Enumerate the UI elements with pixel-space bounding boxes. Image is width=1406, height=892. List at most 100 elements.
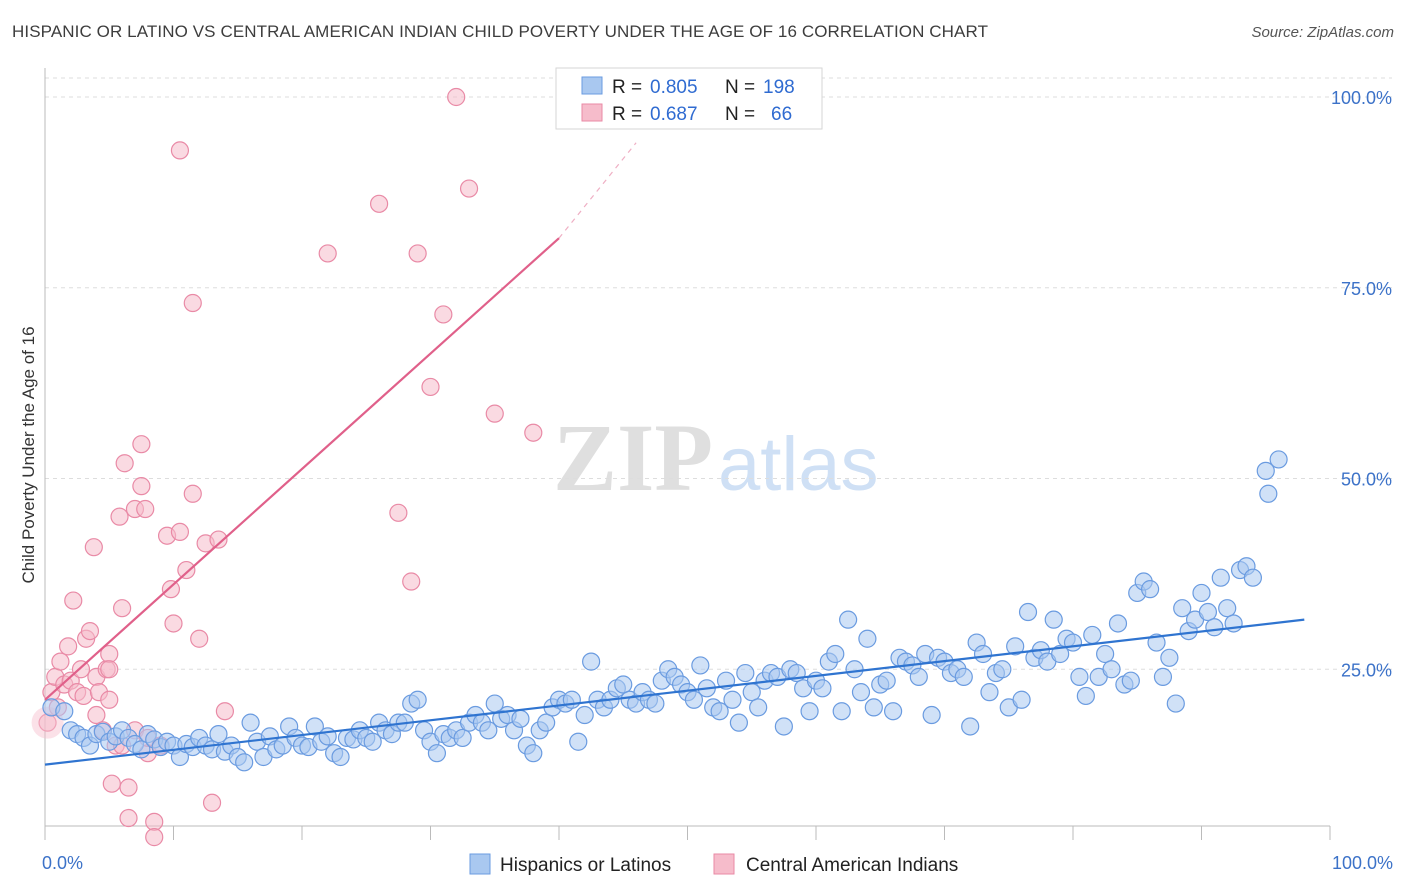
x-ticks	[44, 826, 1331, 840]
y-tick-labels: 25.0% 50.0% 75.0% 100.0%	[1331, 88, 1392, 680]
blue-point	[1140, 580, 1160, 599]
pink-point	[64, 591, 83, 610]
blue-point	[1243, 568, 1263, 587]
pink-point	[389, 503, 408, 522]
pink-point	[145, 812, 164, 831]
blue-point	[1044, 610, 1063, 629]
y-tick-label: 100.0%	[1331, 88, 1392, 108]
blue-point	[453, 728, 472, 748]
blue-point	[1096, 644, 1115, 664]
blue-point	[864, 698, 883, 717]
blue-point	[646, 694, 665, 713]
blue-point	[1205, 618, 1224, 637]
chart-title: HISPANIC OR LATINO VS CENTRAL AMERICAN I…	[12, 22, 989, 41]
legend-top: R = 0.805 N = 198 R = 0.687 N = 66	[555, 67, 823, 130]
pink-point	[132, 477, 151, 496]
blue-point	[877, 671, 896, 690]
legend-bottom-label-blue: Hispanics or Latinos	[500, 855, 671, 876]
pink-point	[170, 522, 190, 542]
blue-point	[1051, 644, 1070, 664]
pink-point	[119, 808, 138, 828]
blue-point	[858, 629, 877, 648]
blue-point	[839, 610, 858, 629]
blue-point	[479, 721, 498, 740]
pink-point	[434, 305, 453, 324]
pink-point	[100, 660, 119, 679]
blue-point	[408, 690, 427, 709]
pink-point	[164, 614, 183, 633]
pink-point	[51, 652, 70, 671]
pink-point	[215, 702, 234, 721]
legend-bottom-label-pink: Central American Indians	[746, 855, 958, 876]
blue-point	[1160, 648, 1179, 667]
blue-point	[723, 690, 742, 709]
pink-point	[110, 507, 129, 526]
blue-point	[1006, 637, 1025, 656]
pink-point	[202, 793, 222, 812]
pink-point	[119, 778, 138, 797]
pink-point	[74, 686, 93, 706]
blue-point	[1121, 671, 1140, 690]
pink-point	[100, 690, 119, 709]
blue-point	[710, 702, 729, 721]
blue-point	[800, 702, 819, 721]
y-axis-title: Child Poverty Under the Age of 16	[19, 326, 38, 583]
trend-lines	[44, 142, 1305, 766]
blue-point	[1192, 583, 1211, 603]
blue-point	[1173, 599, 1192, 618]
blue-point	[1102, 660, 1121, 679]
pink-point	[447, 87, 466, 107]
blue-point	[729, 713, 749, 732]
blue-point	[851, 683, 871, 702]
watermark-atlas: atlas	[718, 422, 879, 507]
blue-point	[1070, 667, 1089, 686]
blue-point	[1198, 602, 1218, 622]
blue-point	[582, 652, 601, 671]
blue-point	[524, 744, 543, 763]
x-tick-labels: 0.0% 100.0%	[42, 853, 1393, 873]
blue-point	[993, 660, 1012, 679]
y-tick-label: 25.0%	[1341, 660, 1392, 680]
legend-r-value-blue: 0.805	[650, 77, 698, 98]
legend-n-label-pink: N =	[725, 104, 755, 125]
y-tick-label: 50.0%	[1341, 470, 1392, 490]
pink-point	[421, 377, 440, 397]
pink-trend-extension	[558, 142, 637, 239]
blue-point	[1269, 450, 1288, 469]
blue-point	[845, 660, 864, 679]
blue-point	[511, 709, 530, 728]
legend-r-label-pink: R =	[612, 104, 642, 125]
blue-point	[961, 717, 980, 736]
legend-swatch-blue	[581, 76, 603, 95]
blue-point	[826, 644, 845, 664]
series-hispanics-or-latinos	[42, 450, 1288, 772]
blue-point	[922, 705, 941, 725]
pink-trend-line	[44, 237, 560, 701]
legend-bottom-swatch-pink	[713, 853, 735, 875]
y-tick-label: 75.0%	[1341, 279, 1392, 299]
legend-r-label-blue: R =	[612, 77, 642, 98]
blue-point	[1076, 686, 1095, 706]
pink-point	[408, 244, 427, 263]
pink-point	[402, 572, 421, 591]
blue-point	[1166, 694, 1185, 713]
blue-point	[235, 753, 254, 772]
blue-point	[209, 725, 228, 744]
gridlines	[45, 77, 1392, 670]
blue-point	[1012, 690, 1031, 709]
pink-point	[84, 538, 103, 557]
x-tick-label: 0.0%	[42, 853, 83, 873]
blue-point	[537, 713, 556, 732]
pink-point	[524, 423, 543, 442]
pink-point	[183, 293, 202, 313]
chart-source: Source: ZipAtlas.com	[1251, 24, 1394, 41]
pink-point	[183, 484, 202, 503]
pink-point	[80, 621, 100, 641]
blue-point	[241, 713, 260, 732]
legend-n-value-blue: 198	[763, 77, 795, 98]
pink-point	[87, 705, 106, 725]
legend-n-label-blue: N =	[725, 77, 755, 98]
blue-trend-line	[44, 618, 1305, 766]
blue-point	[1153, 667, 1173, 686]
